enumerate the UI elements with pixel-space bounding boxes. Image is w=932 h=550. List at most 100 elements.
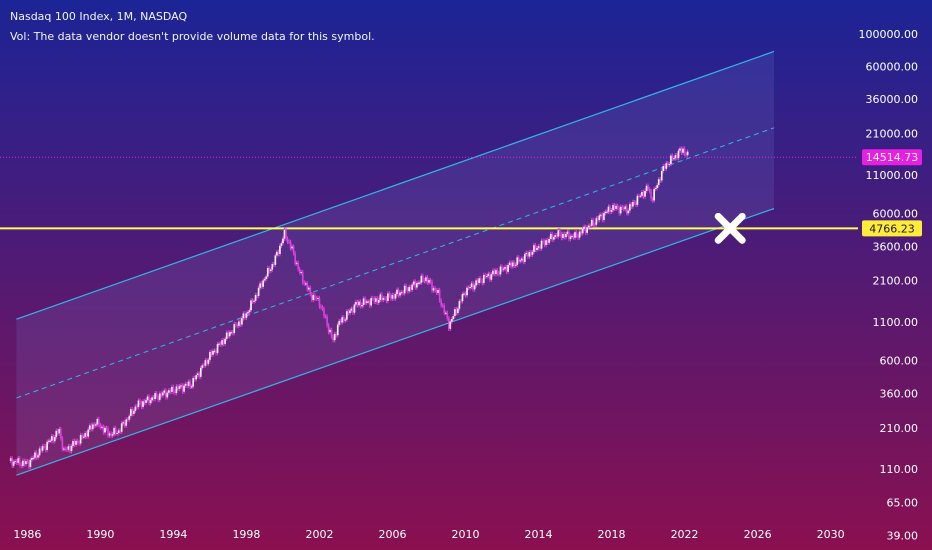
candle (350, 308, 353, 311)
candle (58, 429, 61, 434)
candle (496, 270, 499, 274)
candle (326, 316, 328, 326)
candle (87, 429, 90, 437)
candle (44, 446, 47, 451)
y-tick-label: 36000.00 (866, 93, 919, 106)
candle (435, 290, 438, 293)
candle (12, 461, 15, 466)
candle (390, 295, 392, 299)
x-tick-label: 2006 (378, 528, 406, 541)
candle (674, 155, 677, 159)
candle (665, 163, 668, 169)
candle (108, 433, 111, 436)
candle (329, 329, 331, 333)
candle (143, 401, 146, 403)
candle (312, 295, 315, 300)
candle (574, 232, 576, 238)
candle (207, 359, 210, 364)
candle (408, 286, 411, 292)
candle (670, 155, 672, 164)
channel-middle-line[interactable] (16, 127, 775, 399)
candle (578, 231, 581, 238)
candle (198, 373, 201, 377)
candle (306, 283, 309, 290)
y-tick-label: 100000.00 (859, 28, 919, 41)
candle (405, 285, 407, 289)
candle (37, 455, 39, 458)
candle (402, 292, 404, 294)
candle (441, 305, 444, 307)
candle (126, 419, 129, 421)
candle (536, 248, 538, 250)
candle (601, 214, 604, 220)
x-tick-label: 2030 (817, 528, 845, 541)
candle (282, 238, 284, 244)
candle (64, 448, 67, 450)
candle (545, 240, 547, 246)
candle (352, 308, 354, 313)
candle (18, 458, 21, 465)
candle (444, 312, 447, 314)
y-tick-label: 2100.00 (873, 275, 919, 288)
candle (598, 215, 601, 221)
candle (486, 276, 488, 278)
candle (648, 188, 651, 192)
candle (625, 206, 628, 214)
candle (131, 409, 134, 414)
candle (90, 425, 93, 430)
candle (180, 385, 182, 387)
candle (527, 252, 529, 257)
candle (339, 320, 342, 323)
candle (492, 270, 494, 275)
channel-upper-line[interactable] (16, 50, 775, 320)
support-price-tag (862, 220, 922, 237)
candle (263, 278, 266, 281)
candle (250, 300, 252, 311)
candle (604, 211, 607, 214)
candle (50, 436, 53, 441)
candle (434, 288, 436, 291)
candle (149, 400, 152, 404)
candle (426, 277, 429, 283)
candle (356, 301, 359, 306)
candle (349, 310, 351, 314)
candle (641, 192, 643, 196)
candle (295, 262, 298, 264)
candle (285, 229, 287, 239)
candle (419, 282, 421, 284)
candle (677, 150, 680, 159)
candle (23, 460, 26, 465)
candle (236, 325, 239, 327)
channel-lower-line[interactable] (16, 207, 775, 476)
candle (29, 459, 32, 467)
candle (387, 293, 389, 301)
candle (279, 245, 281, 255)
candle (382, 298, 385, 300)
candle (303, 282, 306, 284)
candle (432, 288, 435, 291)
candle (546, 240, 549, 243)
candle (259, 283, 261, 288)
candle (215, 350, 217, 354)
y-tick-label: 1100.00 (873, 316, 919, 329)
current-price-label: 14514.73 (866, 151, 919, 164)
candle (629, 204, 631, 211)
candle (367, 301, 369, 303)
candle (638, 195, 640, 197)
candle (9, 458, 12, 461)
candle (513, 262, 515, 266)
candle (656, 185, 658, 189)
candle (155, 393, 158, 397)
candle (359, 301, 362, 307)
candle (384, 298, 386, 300)
candle (28, 461, 30, 467)
candle (333, 333, 336, 341)
candle (244, 313, 246, 318)
y-tick-label: 60000.00 (866, 61, 919, 74)
candle (72, 440, 74, 446)
candle (581, 228, 584, 234)
candle (105, 427, 108, 429)
candle (110, 433, 112, 436)
candle (47, 440, 50, 442)
